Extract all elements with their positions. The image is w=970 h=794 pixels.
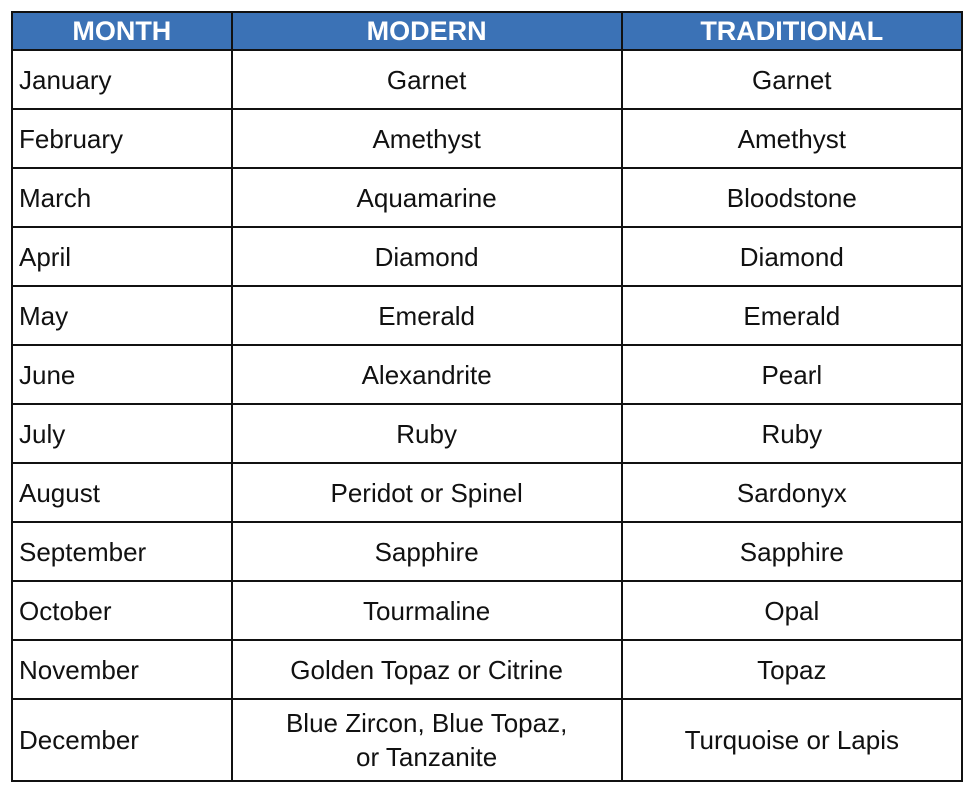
month-cell: September (11, 521, 233, 582)
table-row: April Diamond Diamond (11, 226, 964, 287)
table-row: August Peridot or Spinel Sardonyx (11, 462, 964, 523)
traditional-cell: Garnet (620, 49, 964, 110)
modern-cell: Tourmaline (230, 580, 623, 641)
traditional-cell: Pearl (620, 344, 964, 405)
modern-cell: Blue Zircon, Blue Topaz, or Tanzanite (230, 698, 623, 782)
traditional-cell: Ruby (620, 403, 964, 464)
table-row: July Ruby Ruby (11, 403, 964, 464)
month-cell: February (11, 108, 233, 169)
modern-cell: Aquamarine (230, 167, 623, 228)
modern-cell: Golden Topaz or Citrine (230, 639, 623, 700)
modern-cell: Emerald (230, 285, 623, 346)
month-cell: November (11, 639, 233, 700)
month-cell: January (11, 49, 233, 110)
table-row: February Amethyst Amethyst (11, 108, 964, 169)
traditional-cell: Amethyst (620, 108, 964, 169)
header-month: MONTH (11, 11, 233, 51)
header-modern: MODERN (230, 11, 623, 51)
header-traditional: TRADITIONAL (620, 11, 964, 51)
table-row: November Golden Topaz or Citrine Topaz (11, 639, 964, 700)
traditional-cell: Sardonyx (620, 462, 964, 523)
table-row: January Garnet Garnet (11, 49, 964, 110)
table-row: June Alexandrite Pearl (11, 344, 964, 405)
month-cell: August (11, 462, 233, 523)
traditional-cell: Sapphire (620, 521, 964, 582)
modern-cell: Sapphire (230, 521, 623, 582)
traditional-cell: Emerald (620, 285, 964, 346)
month-cell: December (11, 698, 233, 782)
traditional-cell: Opal (620, 580, 964, 641)
table-row: March Aquamarine Bloodstone (11, 167, 964, 228)
table-row: September Sapphire Sapphire (11, 521, 964, 582)
traditional-cell: Turquoise or Lapis (620, 698, 964, 782)
modern-line: Blue Zircon, Blue Topaz, (285, 708, 568, 738)
traditional-cell: Diamond (620, 226, 964, 287)
traditional-cell: Bloodstone (620, 167, 964, 228)
month-cell: March (11, 167, 233, 228)
modern-cell: Alexandrite (230, 344, 623, 405)
table-row: October Tourmaline Opal (11, 580, 964, 641)
header-row: MONTH MODERN TRADITIONAL (11, 11, 964, 51)
table-row: May Emerald Emerald (11, 285, 964, 346)
modern-cell: Peridot or Spinel (230, 462, 623, 523)
month-cell: April (11, 226, 233, 287)
month-cell: June (11, 344, 233, 405)
modern-cell: Ruby (230, 403, 623, 464)
modern-cell: Diamond (230, 226, 623, 287)
table-row: December Blue Zircon, Blue Topaz, or Tanza… (11, 698, 964, 782)
modern-cell: Garnet (230, 49, 623, 110)
modern-line: or Tanzanite (356, 742, 498, 772)
month-cell: July (11, 403, 233, 464)
birthstone-table: MONTH MODERN TRADITIONAL January Garnet Ga… (11, 11, 964, 782)
modern-cell: Amethyst (230, 108, 623, 169)
month-cell: October (11, 580, 233, 641)
traditional-cell: Topaz (620, 639, 964, 700)
month-cell: May (11, 285, 233, 346)
